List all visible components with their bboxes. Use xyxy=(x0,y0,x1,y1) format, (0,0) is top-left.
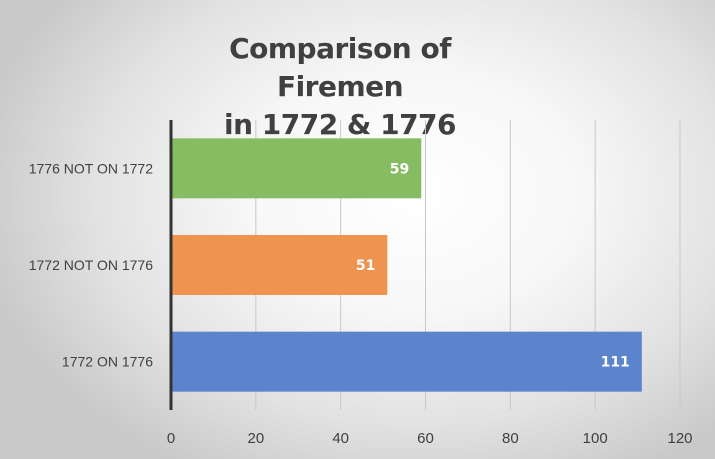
x-tick-label-20: 20 xyxy=(247,430,264,447)
x-tick-label-60: 60 xyxy=(417,430,434,447)
x-tick-label-0: 0 xyxy=(167,430,175,447)
data-label-2: 111 xyxy=(601,355,630,371)
x-tick-label-80: 80 xyxy=(502,430,519,447)
bar-2 xyxy=(171,331,642,392)
chart-title-line-1: Comparison of Firemen xyxy=(229,32,451,103)
category-label-0: 1776 NOT ON 1772 xyxy=(29,160,153,176)
labels: 0 20 40 60 80 100 120 59 1776 NOT ON 1772 51 1772 … xyxy=(29,160,693,447)
bar-0 xyxy=(171,138,422,199)
chart-title: Comparison of Firemen in 1772 & 1776 xyxy=(170,30,510,144)
bars xyxy=(171,138,642,392)
data-label-0: 59 xyxy=(390,161,409,177)
category-label-2: 1772 ON 1776 xyxy=(62,354,153,370)
x-tick-label-40: 40 xyxy=(332,430,349,447)
data-label-1: 51 xyxy=(356,258,375,274)
category-label-1: 1772 NOT ON 1776 xyxy=(29,257,153,273)
bar-1 xyxy=(171,235,388,295)
x-tick-label-100: 100 xyxy=(583,430,608,447)
x-tick-label-120: 120 xyxy=(667,430,692,447)
